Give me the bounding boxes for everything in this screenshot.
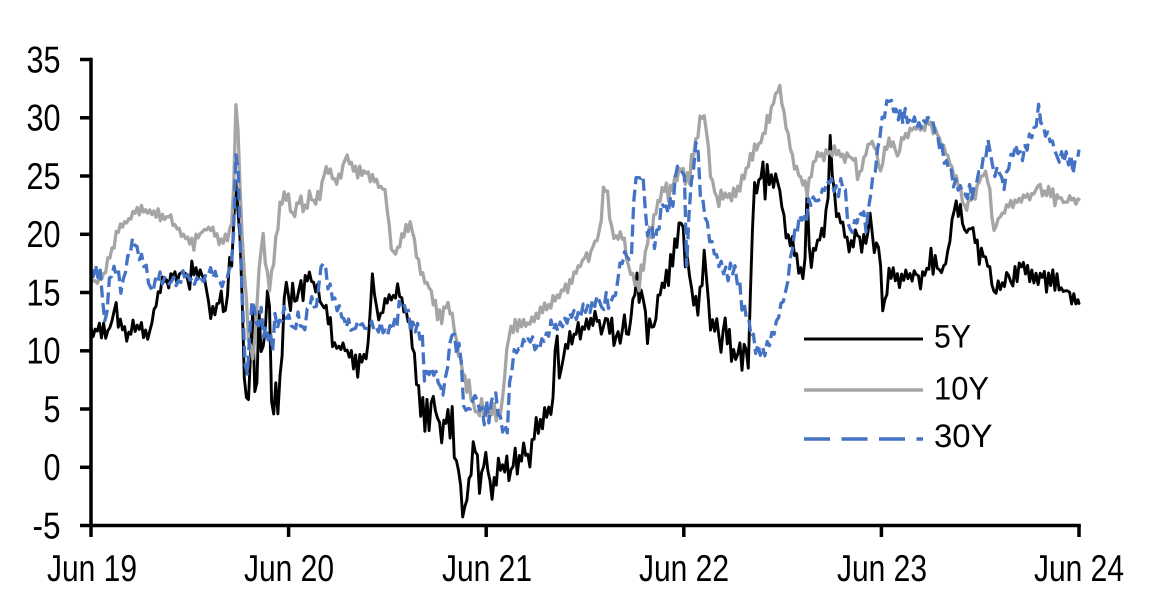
svg-text:15: 15 (27, 271, 61, 313)
svg-text:Jun 20: Jun 20 (244, 547, 334, 589)
svg-text:0: 0 (44, 446, 61, 488)
svg-text:Jun 21: Jun 21 (442, 547, 532, 589)
svg-text:30Y: 30Y (934, 418, 993, 454)
svg-text:5: 5 (44, 388, 61, 430)
svg-text:-5: -5 (33, 504, 61, 546)
svg-text:30: 30 (27, 97, 61, 139)
svg-text:Jun 24: Jun 24 (1034, 547, 1124, 589)
svg-text:Jun 23: Jun 23 (837, 547, 927, 589)
svg-text:10Y: 10Y (934, 370, 989, 406)
svg-text:25: 25 (27, 155, 61, 197)
svg-text:20: 20 (27, 213, 61, 255)
svg-text:35: 35 (27, 38, 61, 80)
svg-text:10: 10 (27, 330, 61, 372)
svg-text:Jun 22: Jun 22 (639, 547, 729, 589)
svg-text:Jun 19: Jun 19 (47, 547, 137, 589)
svg-text:5Y: 5Y (934, 319, 971, 355)
